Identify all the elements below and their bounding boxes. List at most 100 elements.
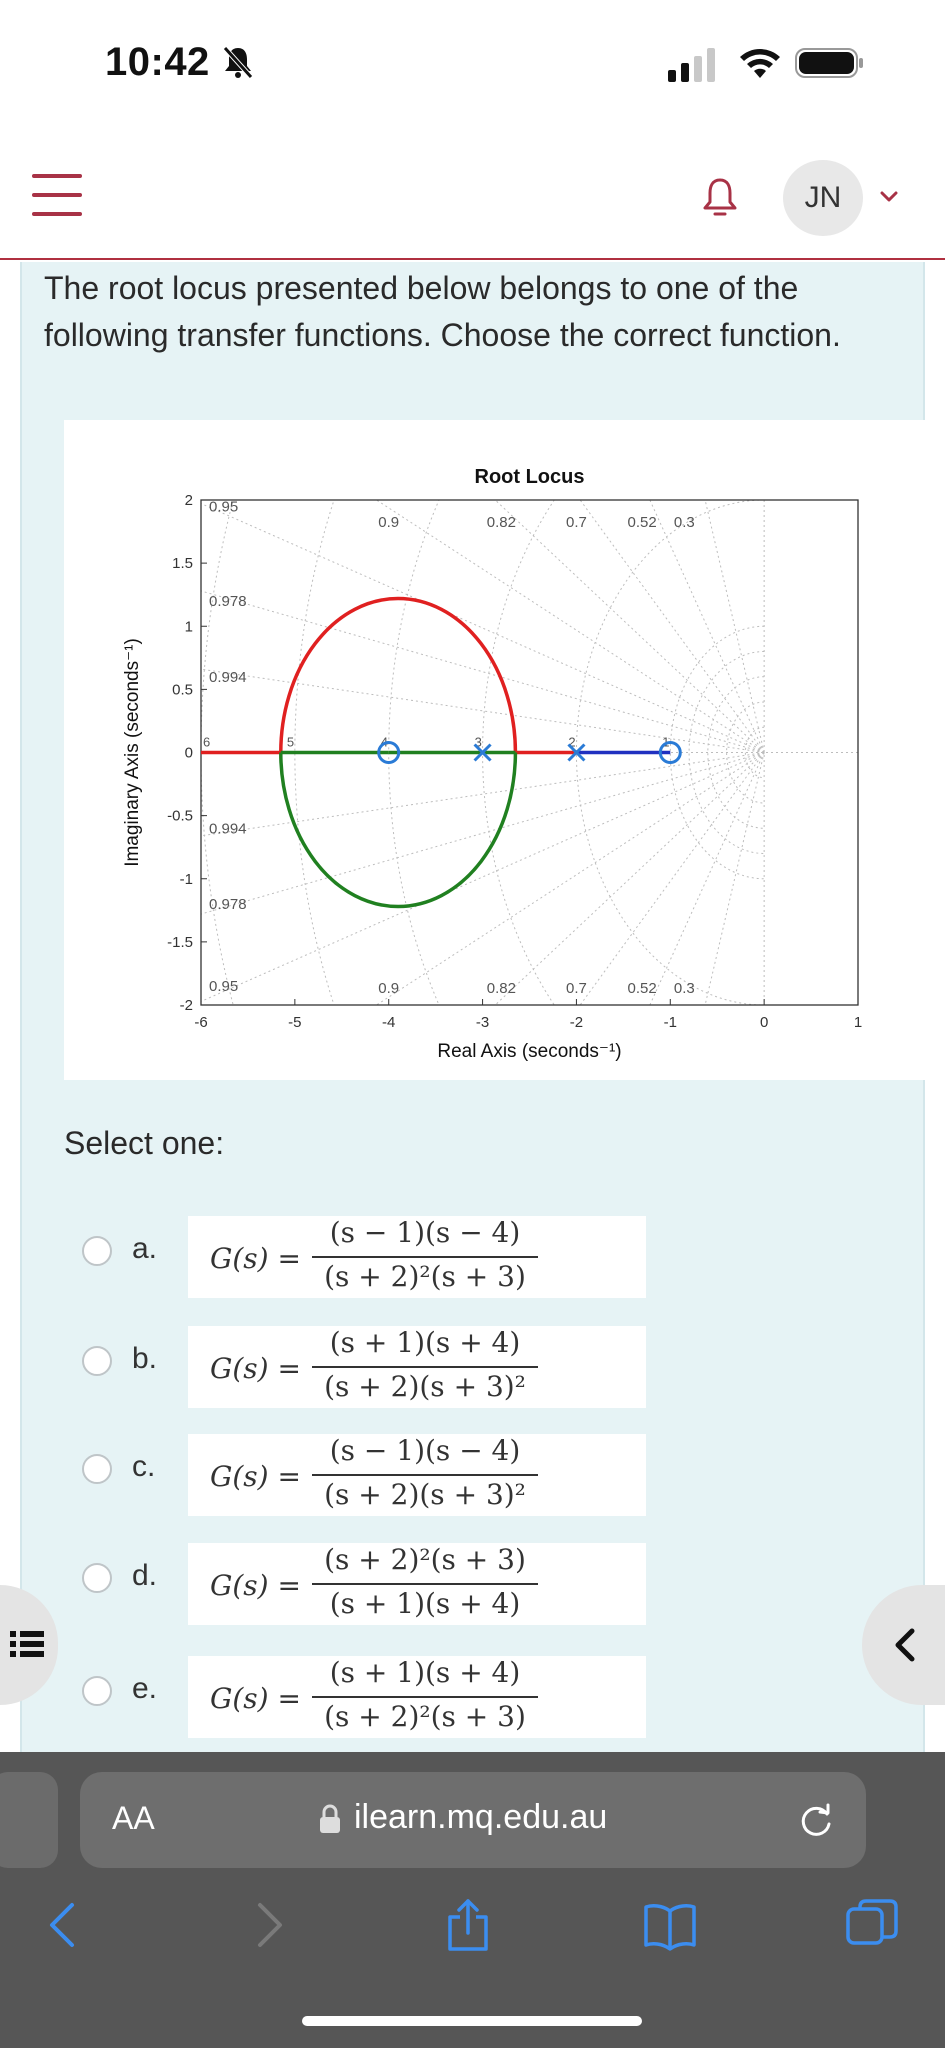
frequency-arc [575, 500, 765, 1005]
damping-ray [579, 500, 765, 753]
damping-ray [201, 752, 765, 915]
damping-ray [494, 500, 765, 753]
frequency-arc [744, 726, 765, 779]
formula-lhs: G(s) = [210, 1460, 301, 1493]
fraction-bar [312, 1696, 538, 1698]
radio-button[interactable] [82, 1454, 112, 1484]
y-tick-label: 1 [185, 618, 193, 635]
damping-label: 0.52 [628, 980, 657, 997]
frequency-arc [707, 676, 765, 829]
formula: G(s) = (s − 1)(s − 4) (s + 2)²(s + 3) [188, 1216, 646, 1298]
option-e[interactable]: e. G(s) = (s + 1)(s + 4) (s + 2)²(s + 3) [80, 1656, 680, 1746]
lock-icon [320, 1804, 340, 1833]
y-tick-label: -0.5 [167, 808, 193, 825]
y-axis-label: Imaginary Axis (seconds⁻¹) [122, 638, 143, 867]
chevron-down-icon[interactable] [878, 186, 900, 208]
y-tick-label: 2 [185, 492, 193, 509]
x-tick-label: -2 [570, 1014, 583, 1031]
damping-ray [375, 752, 765, 1005]
root-locus-chart: -6 -5 -4 -3 -2 -1 0 1 2 1.5 1 0.5 0 -0.5 -1 -1.5 -2 Root … [122, 466, 862, 1062]
chevron-left-icon [895, 1628, 915, 1662]
damping-label: 0.3 [674, 980, 695, 997]
reader-settings-button[interactable]: AA [112, 1800, 155, 1836]
list-icon [10, 1631, 44, 1657]
status-bar: 10:42 [0, 0, 945, 130]
forward-arrow-icon[interactable] [238, 1897, 298, 1953]
formula-lhs: G(s) = [210, 1352, 301, 1385]
formula: G(s) = (s + 1)(s + 4) (s + 2)²(s + 3) [188, 1656, 646, 1738]
reload-icon[interactable] [796, 1800, 836, 1840]
damping-label: 0.978 [209, 896, 247, 913]
y-tick-label: -1 [180, 871, 193, 888]
frequency-arc [726, 701, 765, 804]
damping-label: 0.9 [378, 980, 399, 997]
radio-button[interactable] [82, 1236, 112, 1266]
frequency-arc [669, 625, 765, 880]
fraction-bar [312, 1256, 538, 1258]
pole-marker [473, 743, 492, 762]
formula-numerator: (s − 1)(s − 4) [329, 1216, 521, 1249]
damping-label: 0.994 [209, 669, 247, 686]
zero-marker [658, 741, 682, 764]
formula: G(s) = (s − 1)(s − 4) (s + 2)(s + 3)² [188, 1434, 646, 1516]
radio-button[interactable] [82, 1346, 112, 1376]
formula-numerator: (s + 1)(s + 4) [329, 1326, 521, 1359]
frequency-arc [688, 651, 765, 854]
radio-button[interactable] [82, 1563, 112, 1593]
damping-ray [494, 752, 765, 1005]
y-tick-label: -1.5 [167, 934, 193, 951]
formula-denominator: (s + 2)(s + 3)² [324, 1478, 526, 1511]
option-letter: c. [132, 1450, 156, 1483]
damping-ray [201, 502, 765, 753]
x-axis-label: Real Axis (seconds⁻¹) [437, 1041, 621, 1062]
damping-ray [704, 500, 765, 753]
previous-tab-pill[interactable] [0, 1772, 58, 1868]
status-time: 10:42 [105, 40, 210, 84]
y-tick-label: -2 [180, 997, 193, 1014]
formula-denominator: (s + 2)²(s + 3) [324, 1700, 526, 1733]
formula-numerator: (s + 2)²(s + 3) [324, 1543, 526, 1576]
back-arrow-icon[interactable] [34, 1897, 94, 1953]
root-locus-figure: -6 -5 -4 -3 -2 -1 0 1 2 1.5 1 0.5 0 -0.5 -1 -1.5 -2 Root … [64, 420, 929, 1080]
tabs-icon[interactable] [842, 1897, 902, 1953]
damping-ray [201, 752, 765, 837]
damping-label: 0.52 [628, 514, 657, 531]
option-letter: b. [132, 1342, 158, 1375]
damping-label: 0.3 [674, 514, 695, 531]
question-text: The root locus presented below belongs t… [44, 270, 841, 353]
damping-label: 0.994 [209, 820, 247, 837]
user-avatar[interactable]: JN [783, 160, 863, 236]
select-one-label: Select one: [64, 1125, 225, 1161]
formula: G(s) = (s + 2)²(s + 3) (s + 1)(s + 4) [188, 1543, 646, 1625]
frequency-label: 3 [475, 735, 482, 750]
frequency-label: 6 [203, 735, 210, 750]
radio-button[interactable] [82, 1676, 112, 1706]
option-c[interactable]: c. G(s) = (s − 1)(s − 4) (s + 2)(s + 3)² [80, 1434, 680, 1524]
frequency-label: 2 [568, 735, 575, 750]
frequency-arc [482, 500, 555, 1005]
damping-label: 0.95 [209, 978, 238, 995]
url-text: ilearn.mq.edu.au [354, 1798, 608, 1836]
notification-bell-icon[interactable] [700, 175, 740, 219]
bookmarks-icon[interactable] [640, 1897, 700, 1953]
damping-label: 0.7 [566, 980, 587, 997]
x-tick-label: 0 [760, 1014, 768, 1031]
battery-icon [795, 48, 863, 78]
cellular-signal-icon [668, 48, 715, 82]
damping-label: 0.82 [487, 514, 516, 531]
frequency-label: 5 [287, 735, 294, 750]
damping-ray [201, 590, 765, 753]
option-a[interactable]: a. G(s) = (s − 1)(s − 4) (s + 2)²(s + 3) [80, 1216, 680, 1306]
damping-label: 0.9 [378, 514, 399, 531]
damping-ray [201, 752, 765, 1003]
url-bar[interactable]: AA ilearn.mq.edu.au [80, 1772, 866, 1868]
damping-ray [201, 668, 765, 753]
formula-lhs: G(s) = [210, 1569, 301, 1602]
damping-ray [649, 752, 765, 1005]
option-d[interactable]: d. G(s) = (s + 2)²(s + 3) (s + 1)(s + 4) [80, 1543, 680, 1633]
damping-label: 0.978 [209, 593, 247, 610]
share-icon[interactable] [438, 1897, 498, 1953]
damping-label: 0.7 [566, 514, 587, 531]
menu-button[interactable] [32, 174, 84, 220]
option-b[interactable]: b. G(s) = (s + 1)(s + 4) (s + 2)(s + 3)² [80, 1326, 680, 1416]
